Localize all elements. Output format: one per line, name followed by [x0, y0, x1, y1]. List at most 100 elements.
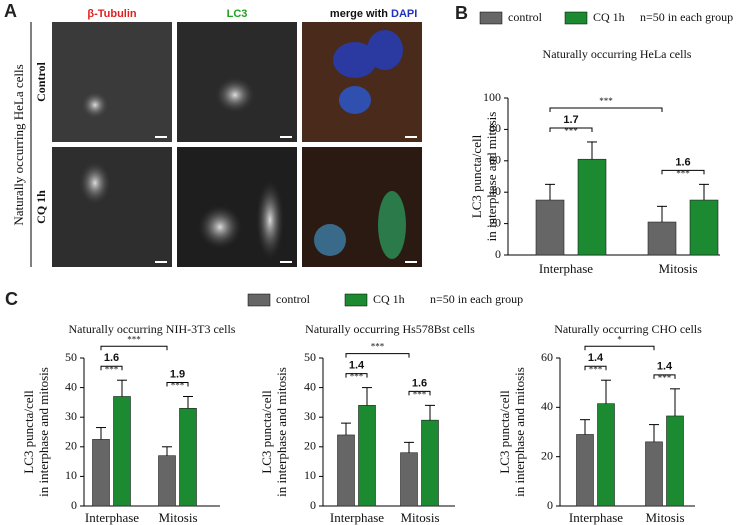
x-tick-label: Mitosis	[400, 510, 439, 525]
significance-bracket	[584, 365, 607, 371]
bar	[158, 455, 176, 507]
y-tick-label: 40	[541, 399, 553, 413]
fold-change: 1.6	[104, 352, 119, 364]
bar	[179, 408, 197, 507]
legend-swatch	[344, 293, 368, 307]
fold-change: 1.6	[412, 377, 427, 389]
y-tick-label: 0	[495, 247, 501, 261]
column-header: LC3	[227, 8, 248, 20]
y-tick-label: 30	[304, 409, 316, 423]
row-label: CQ 1h	[34, 190, 48, 224]
legend-swatch	[247, 293, 271, 307]
significance: ***	[171, 381, 185, 391]
fold-change: 1.7	[563, 114, 578, 126]
fold-change: 1.6	[675, 156, 690, 168]
fold-change: 1.4	[657, 361, 673, 373]
y-axis-label: LC3 puncta/cell	[497, 390, 512, 474]
y-tick-label: 80	[489, 121, 501, 135]
y-axis-label: in interphase and mitosis	[274, 367, 289, 497]
significance: ***	[564, 126, 578, 136]
column-header: DAPI	[391, 8, 417, 20]
legend-swatch	[564, 11, 588, 25]
legend-note: n=50 in each group	[430, 292, 523, 306]
x-tick-label: Interphase	[569, 510, 623, 525]
bar	[92, 439, 110, 507]
fold-change: 1.4	[349, 360, 365, 372]
significance: ***	[127, 334, 141, 344]
bar	[421, 419, 439, 507]
y-tick-label: 40	[489, 184, 501, 198]
significance-bracket	[100, 365, 123, 371]
x-tick-label: Interphase	[539, 261, 593, 276]
y-tick-label: 0	[547, 498, 553, 512]
y-tick-label: 30	[65, 409, 77, 423]
y-tick-label: 20	[65, 439, 77, 453]
y-axis-label: in interphase and mitosis	[36, 367, 51, 497]
fold-change: 1.4	[588, 352, 604, 364]
significance: ***	[350, 372, 364, 382]
legend-label: control	[508, 10, 543, 24]
y-tick-label: 40	[65, 379, 77, 393]
significance-bracket	[549, 107, 663, 112]
x-tick-label: Mitosis	[158, 510, 197, 525]
chart-title: Naturally occurring CHO cells	[554, 322, 702, 336]
bar	[337, 434, 355, 507]
legend-swatch	[479, 11, 503, 25]
x-tick-label: Interphase	[330, 510, 384, 525]
column-header: merge with	[330, 8, 388, 20]
significance: *	[617, 334, 622, 344]
y-axis-label: in interphase and mitosis	[512, 367, 527, 497]
micrographs	[52, 22, 422, 267]
chart-title: Naturally occurring HeLa cells	[543, 47, 692, 61]
y-tick-label: 60	[489, 153, 501, 167]
significance: ***	[371, 342, 385, 352]
significance-bracket	[661, 169, 705, 175]
significance-bracket	[549, 127, 593, 132]
significance-bracket	[653, 374, 676, 379]
y-tick-label: 10	[304, 468, 316, 482]
x-tick-label: Mitosis	[658, 261, 697, 276]
bar	[577, 158, 607, 256]
y-axis-label: LC3 puncta/cell	[469, 134, 484, 218]
chart-title: Naturally occurring NIH-3T3 cells	[69, 322, 236, 336]
significance-bracket	[408, 390, 431, 396]
significance-bracket	[584, 345, 655, 351]
y-tick-label: 0	[310, 498, 316, 512]
legend-label: control	[276, 292, 311, 306]
row-label: Control	[34, 61, 48, 101]
y-tick-label: 60	[541, 350, 553, 364]
bar	[576, 434, 594, 507]
y-tick-label: 0	[71, 498, 77, 512]
bar	[645, 441, 663, 507]
panel-label: A	[4, 1, 17, 21]
significance: ***	[599, 96, 613, 106]
legend-note: n=50 in each group	[640, 10, 733, 24]
significance: ***	[676, 168, 690, 178]
bar	[689, 199, 719, 256]
y-tick-label: 10	[65, 468, 77, 482]
significance-bracket	[345, 353, 410, 358]
y-axis-label: LC3 puncta/cell	[21, 390, 36, 474]
y-axis-label: in interphase and mitosis	[484, 112, 499, 242]
y-tick-label: 50	[65, 350, 77, 364]
chart-title: Naturally occurring Hs578Bst cells	[305, 322, 475, 336]
legend-label: CQ 1h	[373, 292, 405, 306]
y-tick-label: 50	[304, 350, 316, 364]
y-tick-label: 40	[304, 379, 316, 393]
panel-label: B	[455, 3, 468, 23]
significance: ***	[105, 364, 119, 374]
bar	[535, 199, 565, 256]
bar	[647, 221, 677, 256]
bar	[113, 396, 131, 507]
fold-change: 1.9	[170, 368, 185, 380]
significance: ***	[589, 364, 603, 374]
significance: ***	[658, 373, 672, 383]
column-header: β-Tubulin	[87, 8, 137, 20]
y-tick-label: 20	[541, 448, 553, 462]
significance: ***	[413, 389, 427, 399]
legend-label: CQ 1h	[593, 10, 625, 24]
bar	[400, 452, 418, 507]
x-tick-label: Mitosis	[645, 510, 684, 525]
significance-bracket	[166, 381, 189, 387]
